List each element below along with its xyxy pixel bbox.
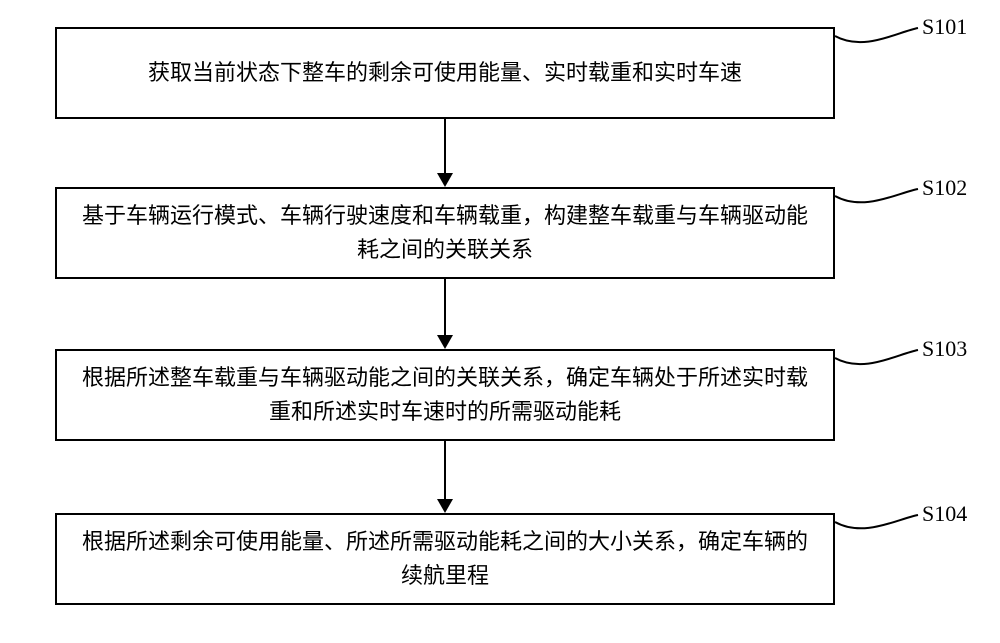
callout-curve-s102 — [833, 187, 920, 218]
callout-curve-s104 — [833, 513, 920, 544]
callout-curve-s103 — [833, 348, 920, 380]
arrow-line-2 — [444, 279, 446, 335]
flow-node-1: 获取当前状态下整车的剩余可使用能量、实时载重和实时车速 — [55, 27, 835, 119]
flow-node-text: 获取当前状态下整车的剩余可使用能量、实时载重和实时车速 — [148, 56, 742, 90]
callout-curve-s101 — [833, 26, 920, 58]
step-label-s103: S103 — [922, 336, 967, 362]
flow-node-2: 基于车辆运行模式、车辆行驶速度和车辆载重，构建整车载重与车辆驱动能耗之间的关联关… — [55, 187, 835, 279]
step-label-s101: S101 — [922, 14, 967, 40]
arrow-line-1 — [444, 119, 446, 173]
flow-node-text: 根据所述整车载重与车辆驱动能之间的关联关系，确定车辆处于所述实时载重和所述实时车… — [77, 361, 813, 429]
arrow-head-2 — [437, 335, 453, 349]
flow-node-text: 基于车辆运行模式、车辆行驶速度和车辆载重，构建整车载重与车辆驱动能耗之间的关联关… — [77, 199, 813, 267]
arrow-line-3 — [444, 441, 446, 499]
arrow-head-1 — [437, 173, 453, 187]
arrow-head-3 — [437, 499, 453, 513]
flow-node-4: 根据所述剩余可使用能量、所述所需驱动能耗之间的大小关系，确定车辆的续航里程 — [55, 513, 835, 605]
flowchart-canvas: 获取当前状态下整车的剩余可使用能量、实时载重和实时车速基于车辆运行模式、车辆行驶… — [0, 0, 1000, 643]
flow-node-text: 根据所述剩余可使用能量、所述所需驱动能耗之间的大小关系，确定车辆的续航里程 — [77, 525, 813, 593]
step-label-s104: S104 — [922, 501, 967, 527]
flow-node-3: 根据所述整车载重与车辆驱动能之间的关联关系，确定车辆处于所述实时载重和所述实时车… — [55, 349, 835, 441]
step-label-s102: S102 — [922, 175, 967, 201]
